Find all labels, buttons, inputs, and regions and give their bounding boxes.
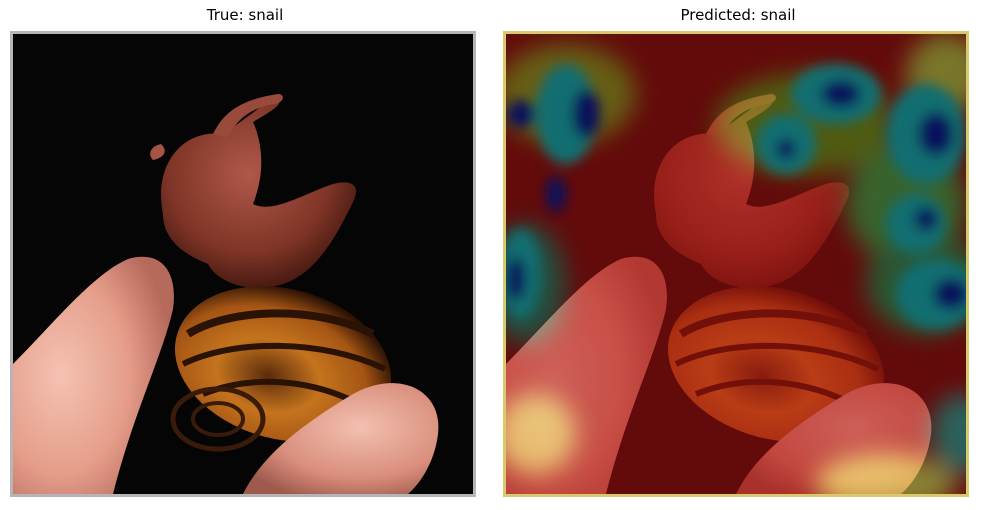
original-image-panel (10, 31, 476, 497)
heatmap-overlay-panel (503, 31, 969, 497)
panel-title-predicted: Predicted: snail (680, 6, 796, 24)
panel-title-true: True: snail (206, 6, 284, 24)
gradcam-heatmap (506, 34, 966, 494)
snail-photo (13, 34, 473, 494)
